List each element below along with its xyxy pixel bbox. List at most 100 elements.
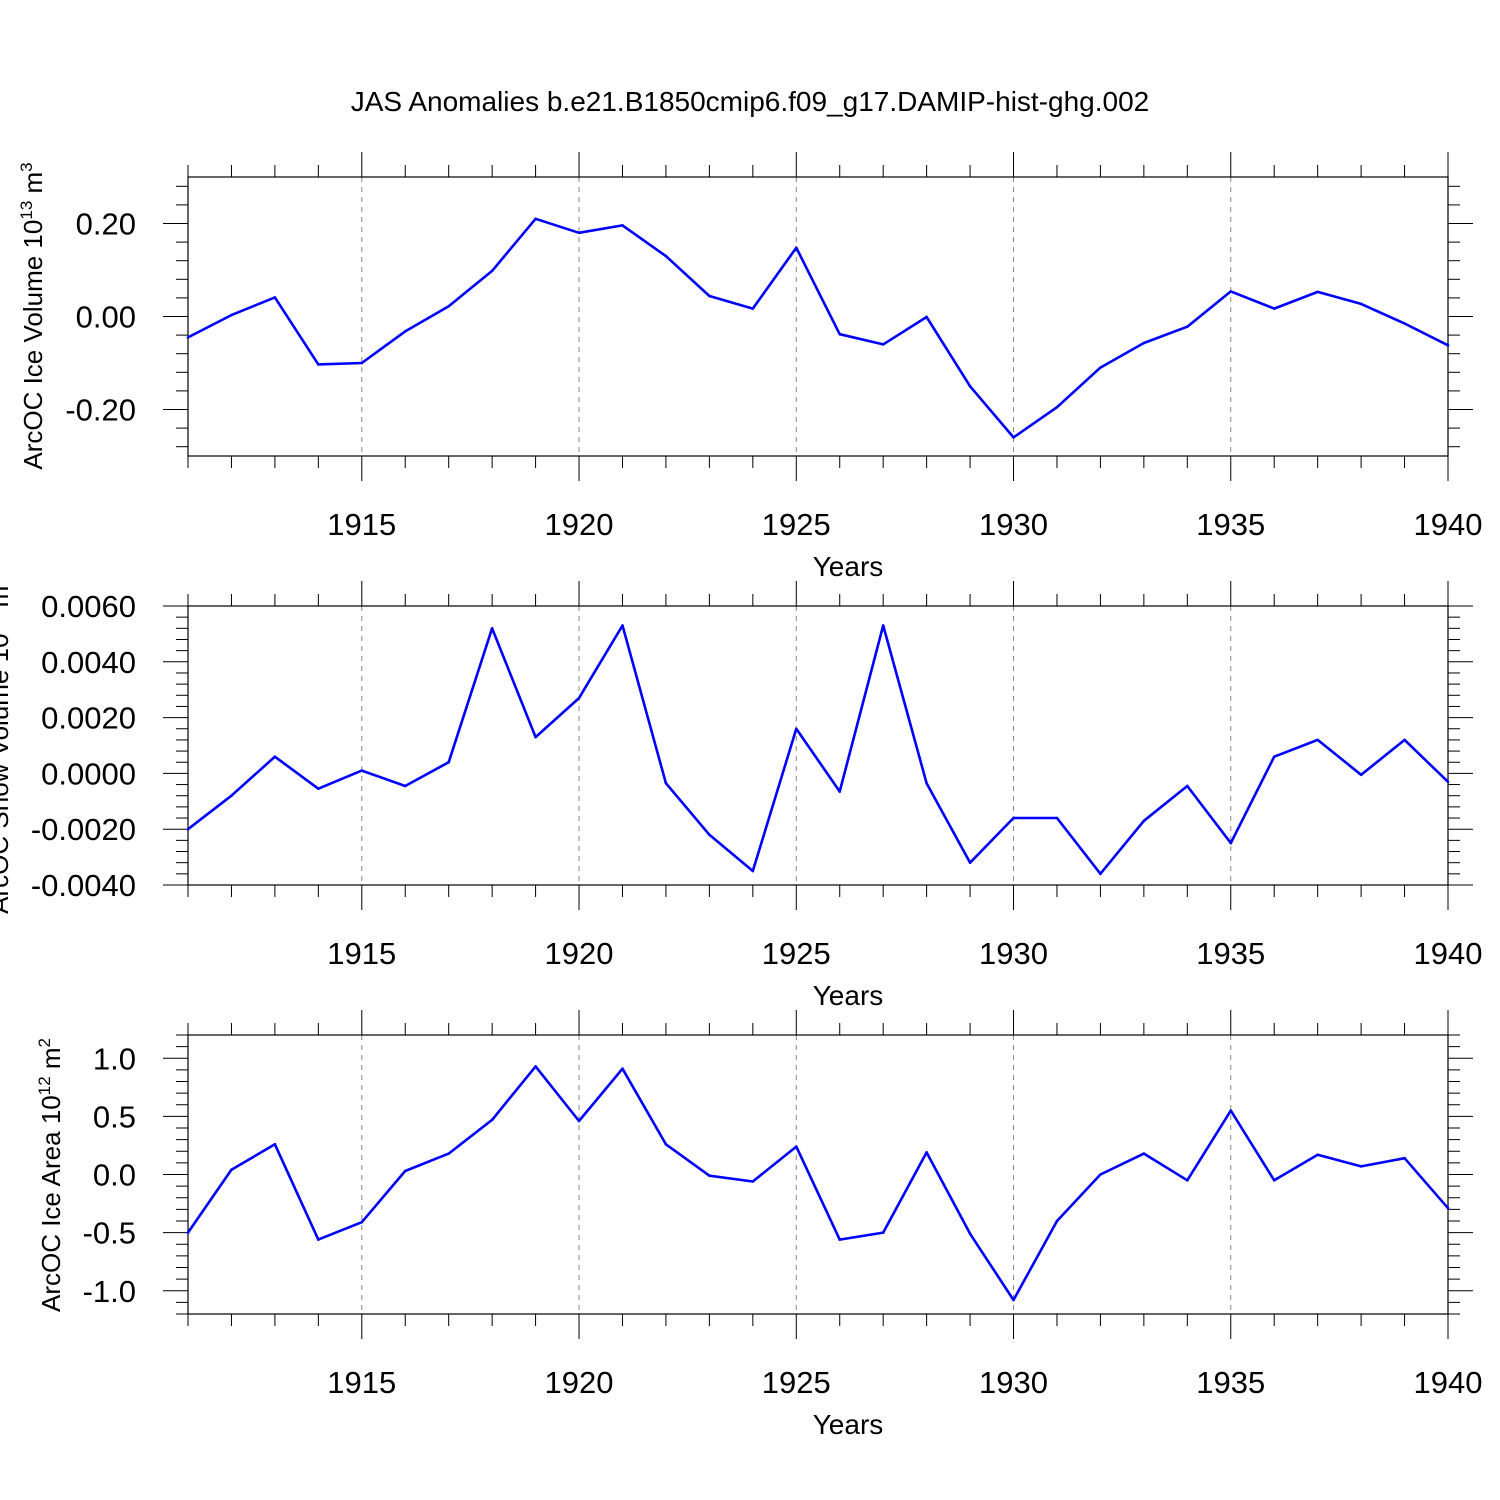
data-point-1911 — [186, 1231, 190, 1234]
x-tick-label: 1925 — [762, 1365, 831, 1400]
x-tick-label: 1930 — [979, 507, 1048, 542]
y-axis-label-ylabel: ArcOC Ice Volume 10 — [18, 220, 48, 470]
panel-2: -0.0040 -0.0020 0.0000 0.0020 0.0040 0.0060 19… — [0, 576, 1482, 1011]
x-tick-label: 1920 — [545, 507, 614, 542]
y-tick-label: 0.20 — [76, 207, 136, 242]
x-tick-label: 1915 — [327, 507, 396, 542]
data-point-1933 — [1142, 819, 1146, 823]
data-point-1938 — [1359, 1165, 1363, 1168]
y-tick-label: -0.5 — [83, 1216, 136, 1251]
data-point-1922 — [664, 254, 668, 258]
data-point-1932 — [1099, 366, 1102, 369]
y-tick-label: -0.0020 — [31, 812, 136, 847]
data-point-1932 — [1099, 872, 1102, 876]
data-point-1937 — [1316, 1153, 1319, 1157]
data-point-1921 — [621, 624, 624, 627]
data-point-1921 — [621, 1067, 624, 1071]
x-tick-label: 1935 — [1196, 936, 1265, 971]
plot-frame — [187, 1034, 1449, 1315]
data-point-1915 — [360, 769, 364, 772]
x-tick-label: 1920 — [545, 1365, 614, 1400]
data-point-1931 — [1055, 1219, 1059, 1223]
data-point-1918 — [490, 269, 494, 273]
data-point-1925 — [794, 246, 798, 249]
data-point-1918 — [490, 1118, 494, 1122]
y-axis-label: ArcOC Snow Volume 1013 m3 — [0, 576, 14, 914]
y-tick-label: 1.0 — [93, 1041, 136, 1076]
x-tick-label: 1935 — [1196, 1365, 1265, 1400]
x-axis-label: Years — [813, 980, 884, 1011]
data-point-1916 — [403, 784, 407, 788]
data-point-1931 — [1055, 405, 1059, 409]
chart-title: JAS Anomalies b.e21.B1850cmip6.f09_g17.D… — [351, 86, 1149, 117]
data-point-1919 — [534, 1065, 537, 1068]
x-tick-label: 1930 — [979, 1365, 1048, 1400]
x-tick-label: 1925 — [762, 507, 831, 542]
data-point-1925 — [794, 1145, 798, 1148]
data-point-1936 — [1272, 307, 1276, 310]
data-point-1917 — [447, 304, 450, 308]
data-point-1913 — [273, 755, 277, 758]
x-tick-label: 1935 — [1196, 507, 1265, 542]
data-point-1940 — [1446, 1206, 1450, 1210]
data-point-1935 — [1229, 1109, 1233, 1112]
data-point-1921 — [621, 224, 624, 227]
data-point-1912 — [230, 794, 233, 798]
data-point-1919 — [534, 735, 537, 739]
data-point-1928 — [925, 315, 928, 319]
data-point-1912 — [230, 1168, 233, 1172]
y-axis-label-ylabel: ArcOC Snow Volume 10 — [0, 633, 14, 913]
data-point-1927 — [881, 624, 885, 627]
data-point-1923 — [708, 833, 711, 837]
data-point-1913 — [273, 1142, 277, 1146]
data-point-1930 — [1012, 816, 1015, 820]
data-point-1937 — [1316, 290, 1319, 294]
y-axis-label-ylabel-exp2: 3 — [17, 162, 36, 171]
y-tick-label: -0.0040 — [31, 868, 136, 903]
data-point-1917 — [447, 1152, 450, 1155]
data-point-1929 — [968, 1232, 972, 1236]
data-point-1927 — [881, 1231, 885, 1234]
data-point-1928 — [925, 781, 928, 785]
y-tick-label: 0.0000 — [41, 756, 136, 791]
data-point-1919 — [534, 217, 537, 221]
x-tick-label: 1920 — [545, 936, 614, 971]
data-point-1912 — [230, 313, 233, 317]
data-point-1917 — [447, 760, 450, 764]
plot-frame — [187, 605, 1449, 886]
panel-3: -1.0 -0.5 0.0 0.5 1.0 1915 1920 1925 1930 1935 194… — [35, 1010, 1482, 1440]
data-point-1940 — [1446, 780, 1450, 784]
data-point-1934 — [1186, 784, 1189, 788]
x-tick-label: 1930 — [979, 936, 1048, 971]
y-tick-label: 0.0 — [93, 1158, 136, 1193]
data-point-1934 — [1186, 325, 1189, 329]
data-point-1926 — [838, 1238, 842, 1241]
y-tick-label: 0.0060 — [41, 589, 136, 624]
data-point-1911 — [186, 336, 190, 339]
data-point-1939 — [1403, 738, 1406, 742]
data-point-1924 — [751, 307, 755, 310]
data-point-1928 — [925, 1151, 928, 1154]
series-line — [187, 624, 1449, 876]
data-point-1936 — [1272, 1179, 1276, 1182]
x-tick-label: 1940 — [1414, 507, 1483, 542]
y-axis-label-ylabel-unit: m — [18, 172, 48, 201]
y-axis-label-ylabel-exp2: 3 — [0, 576, 2, 585]
data-point-1922 — [664, 781, 668, 785]
data-point-1936 — [1272, 755, 1276, 758]
y-tick-label: 0.5 — [93, 1099, 136, 1134]
y-axis-label-ylabel-exp1: 13 — [17, 201, 36, 220]
data-point-1929 — [968, 384, 972, 388]
data-point-1925 — [794, 727, 798, 731]
x-tick-label: 1915 — [327, 936, 396, 971]
y-axis-label-ylabel-exp2: 2 — [35, 1038, 54, 1047]
y-tick-label: -0.20 — [65, 393, 136, 428]
y-axis-label: ArcOC Ice Volume 1013 m3 — [17, 162, 48, 469]
data-point-1939 — [1403, 1156, 1406, 1160]
data-point-1924 — [751, 869, 755, 873]
y-axis-label: ArcOC Ice Area 1012 m2 — [35, 1038, 66, 1312]
data-point-1924 — [751, 1180, 755, 1183]
data-point-1929 — [968, 861, 972, 864]
data-point-1938 — [1359, 302, 1363, 306]
data-point-1911 — [186, 827, 190, 831]
